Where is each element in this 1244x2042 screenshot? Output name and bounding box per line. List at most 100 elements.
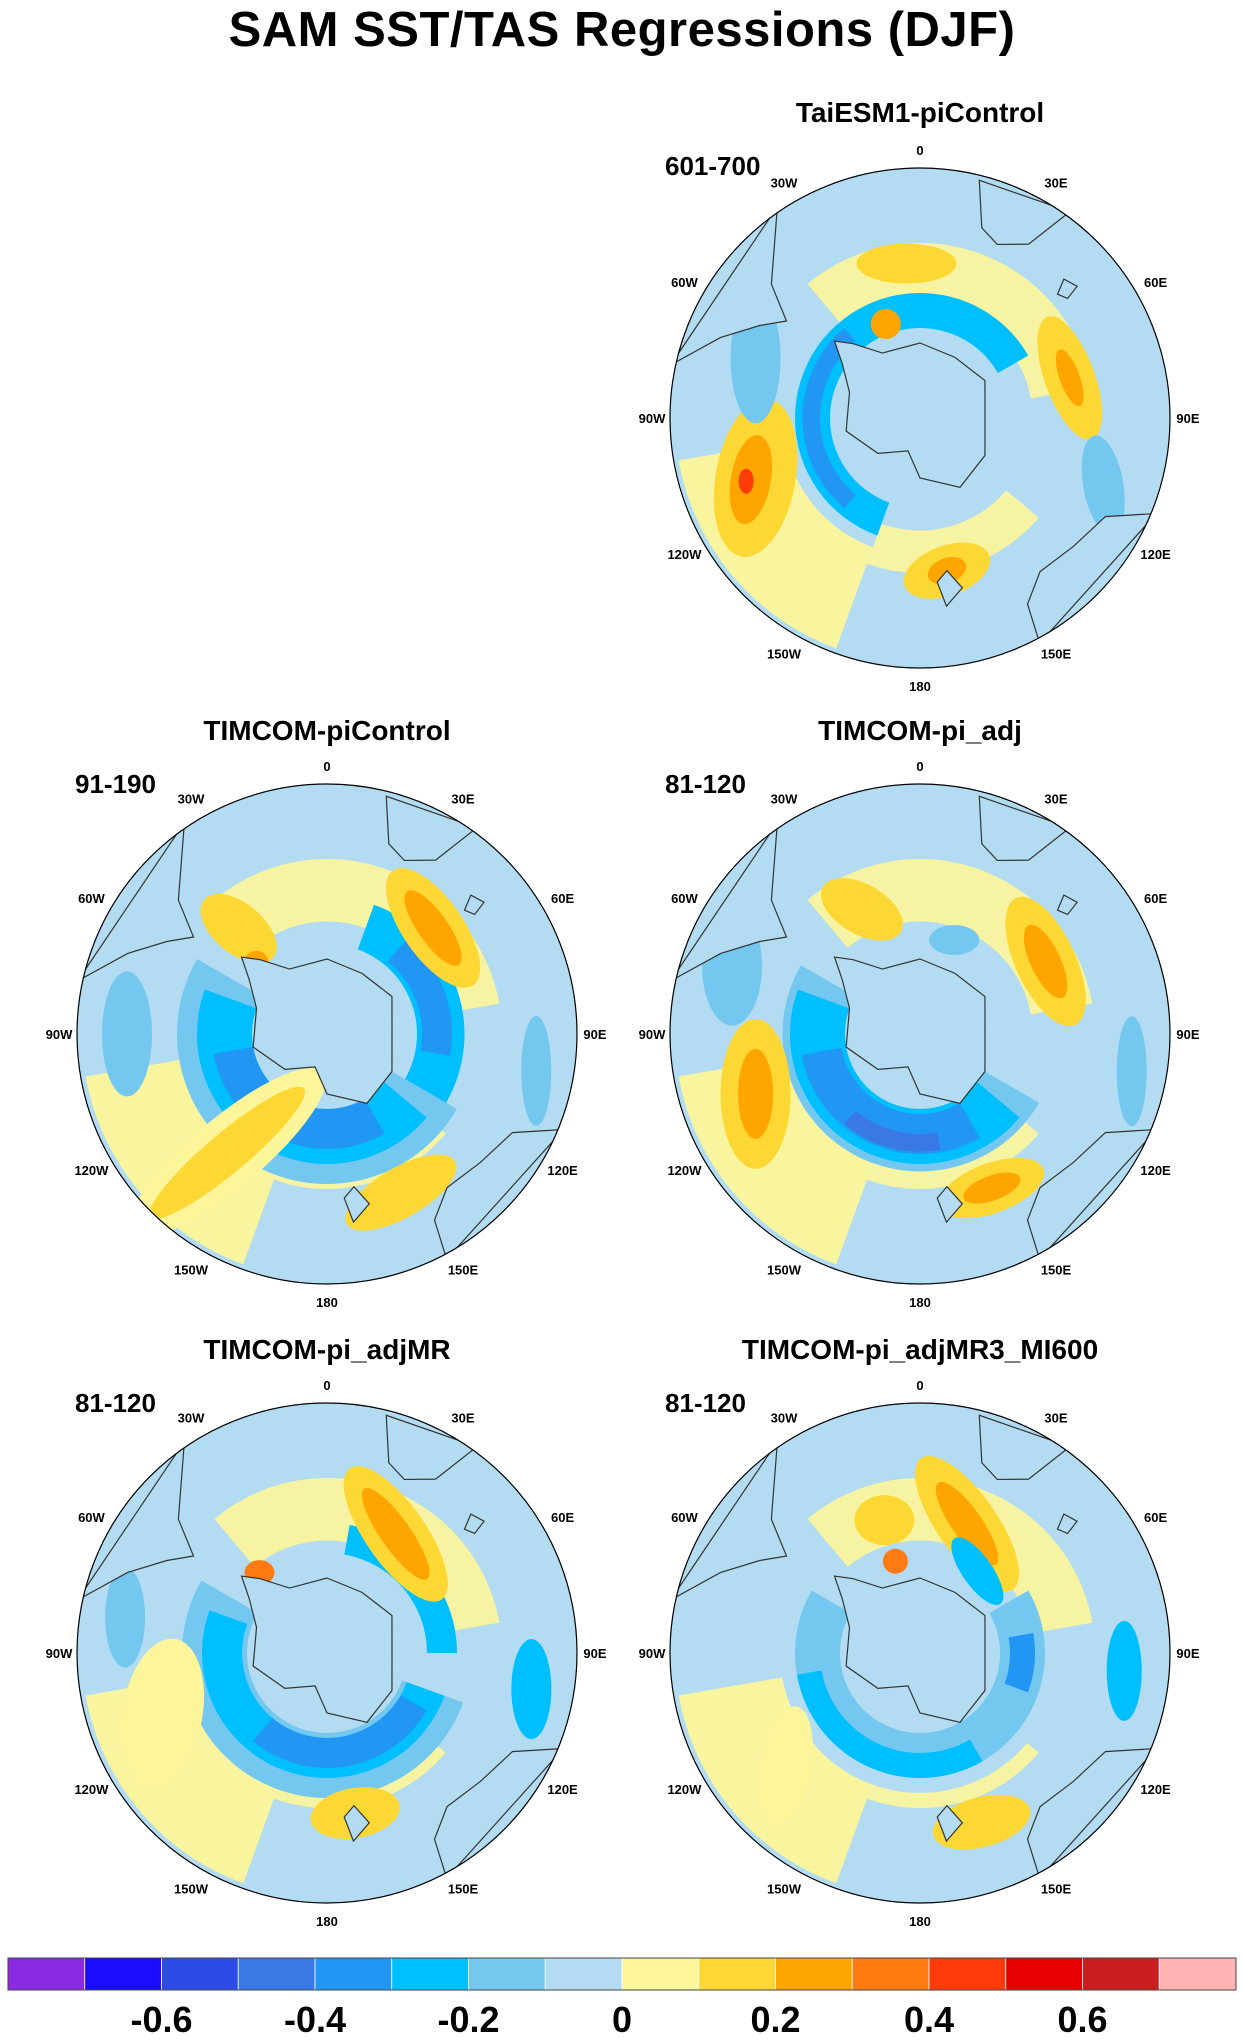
panel-title: TIMCOM-pi_adj xyxy=(818,715,1022,746)
anomaly-patch xyxy=(105,1567,146,1668)
new-zealand-landmass xyxy=(343,1185,371,1224)
map-boundary xyxy=(76,1402,578,1904)
panel-title: TaiESM1-piControl xyxy=(796,97,1044,128)
longitude-label: 60W xyxy=(78,1510,105,1525)
longitude-label: 60W xyxy=(671,1510,698,1525)
anomaly-patch xyxy=(951,1537,1004,1605)
longitude-label: 120E xyxy=(547,1163,578,1178)
longitude-label: 150W xyxy=(767,647,802,662)
longitude-label: 30W xyxy=(771,791,798,806)
colorbar-swatch xyxy=(1005,1957,1083,1991)
anomaly-patch xyxy=(759,1706,813,1825)
anomaly-patch xyxy=(820,878,903,941)
map-boundary xyxy=(669,783,1171,1285)
anomaly-patch xyxy=(521,1015,552,1126)
longitude-label: 30E xyxy=(451,1410,474,1425)
anomaly-patch xyxy=(1106,1620,1142,1721)
colorbar-tick-label: 0.4 xyxy=(904,1999,954,2040)
anomaly-band xyxy=(802,327,856,509)
longitude-label: 0 xyxy=(323,759,330,774)
longitude-label: 90W xyxy=(639,1027,666,1042)
colorbar-tick-label: -0.4 xyxy=(284,1999,346,2040)
longitude-label: 90E xyxy=(583,1027,606,1042)
longitude-label: 90W xyxy=(639,411,666,426)
map-panel-timcom-picontrol: TIMCOM-piControl 91-190 0 30E 60E 90E 120E 150E… xyxy=(46,715,607,1310)
longitude-label: 30E xyxy=(451,791,474,806)
coastlines xyxy=(77,1414,565,1880)
longitude-label: 180 xyxy=(909,1914,931,1929)
colorbar-swatch xyxy=(7,1957,86,1991)
figure-title: SAM SST/TAS Regressions (DJF) xyxy=(228,3,1016,57)
longitude-label: 60E xyxy=(551,891,574,906)
anomaly-band xyxy=(844,1110,941,1152)
longitude-label: 150E xyxy=(1041,647,1072,662)
longitude-label: 60W xyxy=(671,275,698,290)
map-panel-taiesm1: TaiESM1-piControl 601-700 0 30E 60E 90E 120E 15… xyxy=(639,97,1200,694)
antarctica-landmass xyxy=(833,340,986,488)
longitude-label: 60E xyxy=(1144,891,1167,906)
longitude-label: 30W xyxy=(178,1410,205,1425)
new-zealand-landmass xyxy=(936,1185,964,1224)
longitude-label: 90E xyxy=(1176,411,1199,426)
anomaly-band xyxy=(801,1047,980,1154)
longitude-label: 0 xyxy=(916,1378,923,1393)
map-panel-timcom-pi-adjmr: TIMCOM-pi_adjMR 81-120 0 30E 60E 90E 120E 150E 1… xyxy=(46,1334,607,1929)
regression-field xyxy=(77,1403,577,1903)
longitude-label: 180 xyxy=(316,1914,338,1929)
anomaly-band xyxy=(877,293,1029,373)
longitude-label: 120E xyxy=(547,1782,578,1797)
colorbar-tick-label: -0.2 xyxy=(437,1999,499,2040)
antarctica-landmass xyxy=(833,1575,986,1723)
anomaly-patch xyxy=(511,1639,552,1740)
panel-period: 91-190 xyxy=(75,769,156,799)
coastlines xyxy=(670,179,1158,645)
longitude-label: 0 xyxy=(916,759,923,774)
longitude-label: 0 xyxy=(916,143,923,158)
anomaly-band xyxy=(1004,1633,1035,1693)
longitude-label: 90E xyxy=(1176,1027,1199,1042)
colorbar-swatch xyxy=(161,1957,239,1991)
anomaly-band xyxy=(388,938,453,1056)
new-zealand-landmass xyxy=(343,1804,371,1843)
longitude-label: 150W xyxy=(767,1263,802,1278)
colorbar-swatch xyxy=(391,1957,469,1991)
colorbar-swatch xyxy=(928,1957,1007,1991)
longitude-label: 150E xyxy=(448,1882,479,1897)
anomaly-patch xyxy=(121,1638,205,1788)
map-panel-timcom-pi-adjmr3-mi600: TIMCOM-pi_adjMR3_MI600 81-120 0 30E 60E 90E 12… xyxy=(639,1334,1200,1929)
panel-title: TIMCOM-pi_adjMR3_MI600 xyxy=(742,1334,1098,1365)
longitude-label: 180 xyxy=(909,679,931,694)
new-zealand-landmass xyxy=(936,569,964,608)
anomaly-band xyxy=(344,1524,457,1653)
anomaly-patch xyxy=(935,1481,999,1566)
anomaly-patch xyxy=(738,1048,774,1139)
anomaly-patch xyxy=(963,1172,1021,1204)
longitude-label: 120E xyxy=(1140,547,1171,562)
madagascar-landmass xyxy=(463,894,485,916)
panel-period: 601-700 xyxy=(665,151,760,181)
longitude-label: 120W xyxy=(667,547,702,562)
longitude-label: 90W xyxy=(46,1646,73,1661)
longitude-label: 90W xyxy=(639,1646,666,1661)
longitude-label: 120E xyxy=(1140,1163,1171,1178)
longitude-label: 150E xyxy=(1041,1263,1072,1278)
longitude-label: 60W xyxy=(671,891,698,906)
regression-field xyxy=(670,168,1170,668)
anomaly-patch xyxy=(1055,349,1084,407)
colorbar-swatch xyxy=(698,1957,776,1991)
longitude-label: 120W xyxy=(667,1163,702,1178)
longitude-label: 60E xyxy=(1144,275,1167,290)
longitude-label: 120E xyxy=(1140,1782,1171,1797)
anomaly-patch xyxy=(738,468,754,494)
longitude-label: 120W xyxy=(74,1163,109,1178)
regression-field xyxy=(670,784,1170,1284)
panel-title: TIMCOM-pi_adjMR xyxy=(203,1334,450,1365)
longitude-label: 120W xyxy=(74,1782,109,1797)
colorbar-swatch xyxy=(84,1957,162,1991)
anomaly-band xyxy=(253,1695,427,1768)
colorbar-swatch xyxy=(314,1957,393,1991)
colorbar-swatch xyxy=(468,1957,546,1991)
map-boundary xyxy=(76,783,578,1285)
anomaly-patch xyxy=(200,893,277,964)
panel-title: TIMCOM-piControl xyxy=(203,715,450,746)
